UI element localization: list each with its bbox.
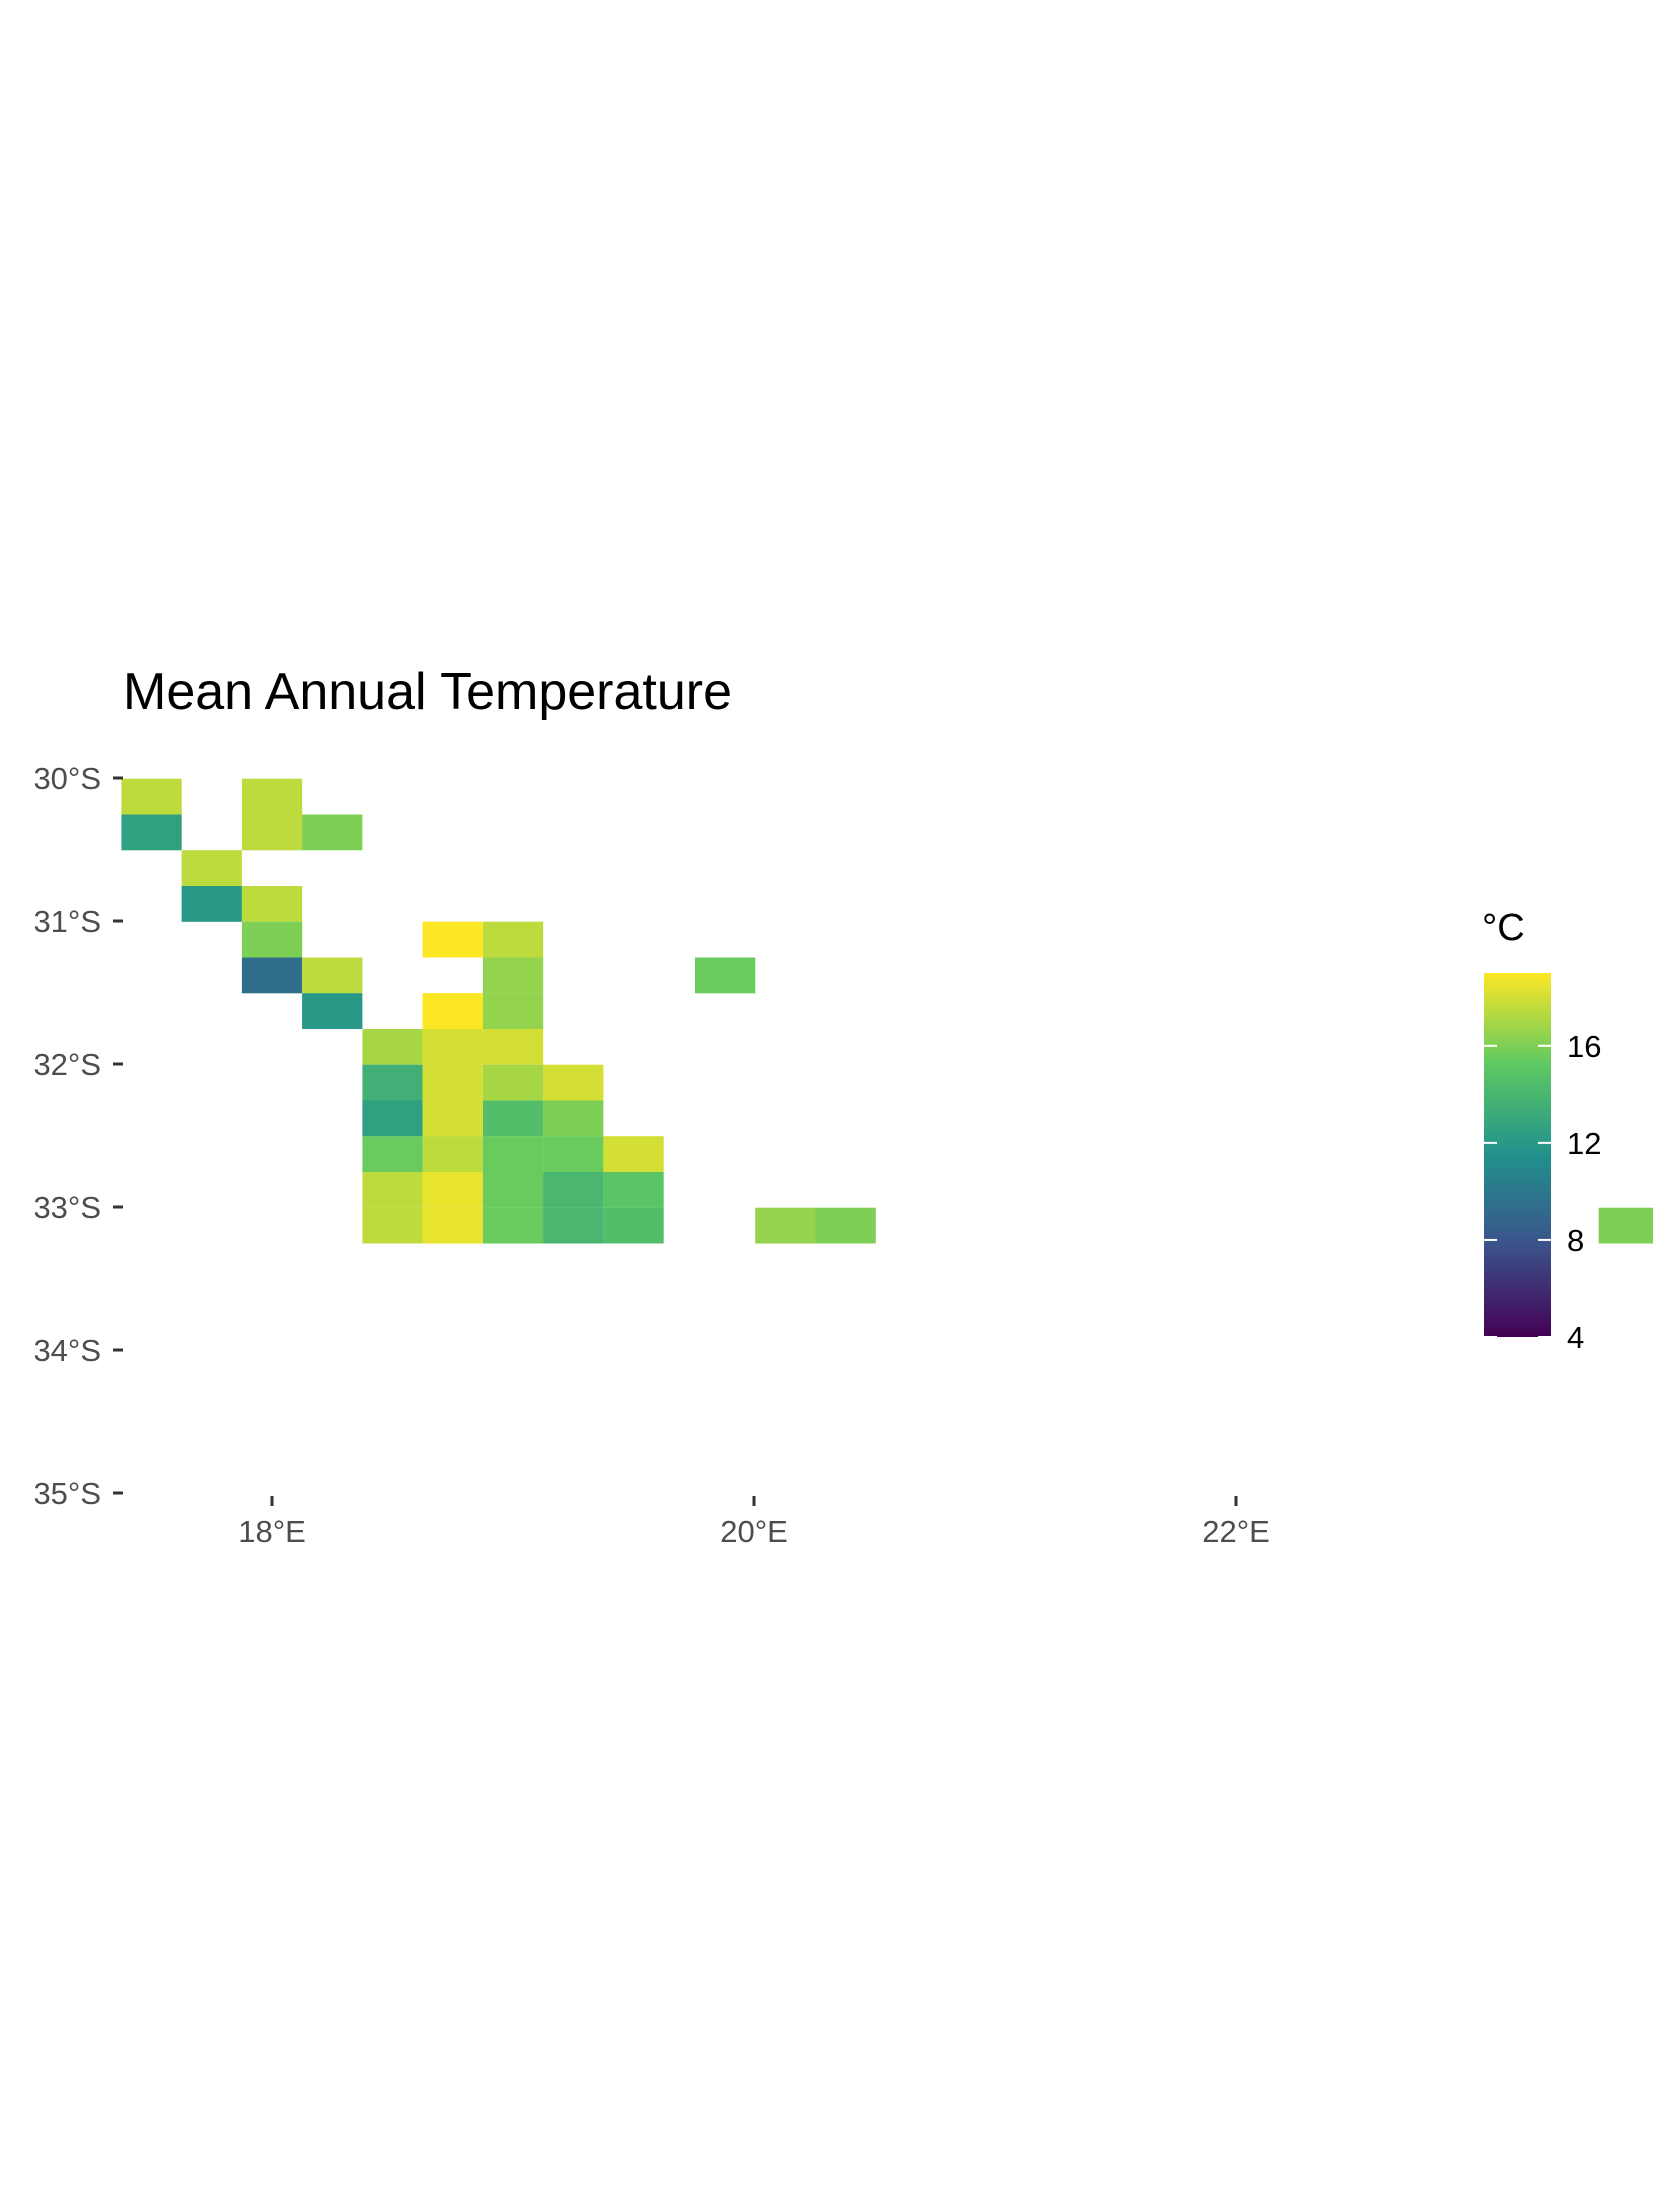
legend-tick-label: 12 (1567, 1126, 1601, 1161)
legend-tick-label: 16 (1567, 1029, 1601, 1064)
raster-cell (241, 957, 303, 994)
y-tick-label: 31°S (33, 904, 101, 939)
raster-cell (422, 1136, 483, 1172)
raster-cell (482, 957, 544, 994)
raster-cells (121, 778, 1653, 1244)
raster-cell (422, 1172, 483, 1208)
raster-cell (121, 778, 182, 815)
raster-cell (482, 1029, 544, 1065)
raster-cell (482, 1172, 544, 1208)
raster-cell (362, 1029, 423, 1065)
raster-cell (121, 814, 182, 851)
raster-cell (543, 1207, 604, 1244)
raster-cell (543, 1136, 604, 1172)
raster-cell (422, 1064, 483, 1101)
x-tick-label: 22°E (1202, 1514, 1270, 1549)
raster-cell (603, 1172, 664, 1208)
legend-tick-label: 8 (1567, 1223, 1584, 1258)
raster-cell (695, 957, 756, 994)
raster-cell (362, 1100, 423, 1137)
raster-cell (482, 1207, 544, 1244)
chart-title: Mean Annual Temperature (123, 663, 732, 721)
raster-cell (482, 1136, 544, 1172)
raster-cell (422, 1207, 483, 1244)
raster-cell (422, 1100, 483, 1137)
raster-cell (482, 993, 544, 1029)
x-axis: 18°E20°E22°E24°E26°E (238, 1496, 1270, 1549)
y-tick-label: 35°S (33, 1476, 101, 1511)
x-tick-label: 18°E (238, 1514, 306, 1549)
raster-cell (241, 814, 303, 851)
y-tick-label: 34°S (33, 1333, 101, 1368)
raster-cell (362, 1172, 423, 1208)
legend-tick-label: 4 (1567, 1320, 1584, 1355)
raster-cell (302, 814, 363, 851)
raster-cell (181, 886, 242, 922)
raster-cell (302, 957, 363, 994)
raster-cell (181, 850, 242, 886)
raster-cell (755, 1207, 816, 1244)
raster-cell (362, 1064, 423, 1101)
legend: °C 16 12 8 4 (1482, 907, 1601, 1355)
raster-cell (543, 1100, 604, 1137)
legend-title: °C (1482, 907, 1525, 949)
raster-cell (543, 1064, 604, 1101)
raster-cell (362, 1207, 423, 1244)
y-tick-label: 33°S (33, 1190, 101, 1225)
raster-cell (241, 921, 303, 958)
raster-cell (815, 1207, 876, 1244)
y-axis: 30°S 31°S 32°S 33°S 34°S 35°S (33, 761, 123, 1511)
colorbar (1484, 973, 1551, 1337)
x-tick-label: 20°E (720, 1514, 788, 1549)
raster-cell (482, 1064, 544, 1101)
raster-cell (543, 1172, 604, 1208)
y-tick-label: 30°S (33, 761, 101, 796)
raster-cell (1598, 1207, 1653, 1244)
raster-cell (241, 886, 303, 922)
raster-cell (422, 1029, 483, 1065)
raster-cell (422, 993, 483, 1029)
raster-cell (302, 993, 363, 1029)
raster-cell (241, 778, 303, 815)
raster-cell (482, 921, 544, 958)
y-tick-label: 32°S (33, 1047, 101, 1082)
raster-cell (603, 1207, 664, 1244)
raster-cell (482, 1100, 544, 1137)
raster-cell (422, 921, 483, 958)
raster-cell (603, 1136, 664, 1172)
raster-cell (362, 1136, 423, 1172)
